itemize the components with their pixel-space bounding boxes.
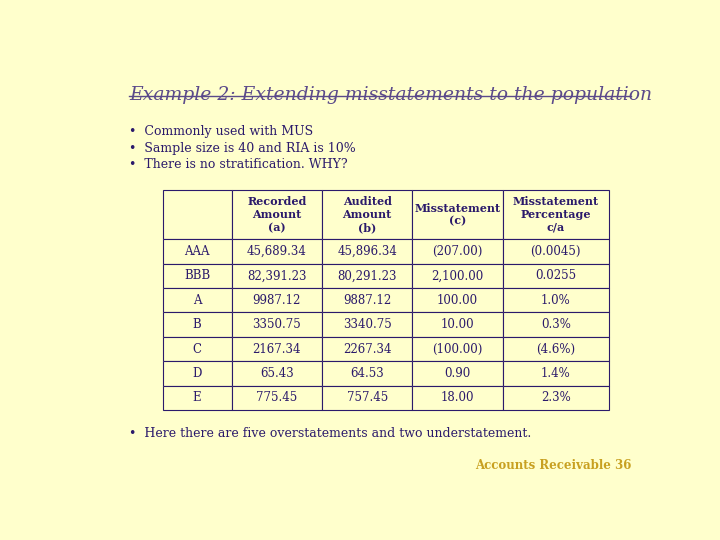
Text: (100.00): (100.00) xyxy=(432,342,482,355)
Text: (207.00): (207.00) xyxy=(432,245,482,258)
Text: B: B xyxy=(193,318,202,331)
Bar xyxy=(322,288,413,313)
Bar xyxy=(413,361,503,386)
Bar xyxy=(503,313,609,337)
Bar xyxy=(163,264,232,288)
Bar xyxy=(322,239,413,264)
Text: 2167.34: 2167.34 xyxy=(253,342,301,355)
Text: 82,391.23: 82,391.23 xyxy=(247,269,307,282)
Bar xyxy=(503,288,609,313)
Text: Misstatement
(c): Misstatement (c) xyxy=(415,202,500,226)
Text: 2,100.00: 2,100.00 xyxy=(431,269,484,282)
Bar xyxy=(322,190,413,239)
Bar xyxy=(413,190,503,239)
Text: •  Sample size is 40 and RIA is 10%: • Sample size is 40 and RIA is 10% xyxy=(129,141,356,155)
Bar xyxy=(413,313,503,337)
Text: 80,291.23: 80,291.23 xyxy=(338,269,397,282)
Bar xyxy=(322,386,413,410)
Bar xyxy=(413,239,503,264)
Text: 18.00: 18.00 xyxy=(441,392,474,404)
Bar xyxy=(163,288,232,313)
Text: BBB: BBB xyxy=(184,269,210,282)
Text: (0.0045): (0.0045) xyxy=(531,245,581,258)
Text: 757.45: 757.45 xyxy=(346,392,388,404)
Text: 45,689.34: 45,689.34 xyxy=(247,245,307,258)
Text: •  Here there are five overstatements and two understatement.: • Here there are five overstatements and… xyxy=(129,427,531,440)
Text: 1.0%: 1.0% xyxy=(541,294,571,307)
Text: 2267.34: 2267.34 xyxy=(343,342,392,355)
Text: •  Commonly used with MUS: • Commonly used with MUS xyxy=(129,125,313,138)
Text: (4.6%): (4.6%) xyxy=(536,342,575,355)
Bar xyxy=(413,337,503,361)
Text: 0.0255: 0.0255 xyxy=(535,269,576,282)
Bar xyxy=(322,361,413,386)
Text: C: C xyxy=(192,342,202,355)
Text: Accounts Receivable 36: Accounts Receivable 36 xyxy=(475,460,631,472)
Text: Audited
Amount
(b): Audited Amount (b) xyxy=(343,196,392,233)
Text: 0.90: 0.90 xyxy=(444,367,471,380)
Bar xyxy=(232,264,322,288)
Text: D: D xyxy=(192,367,202,380)
Bar xyxy=(163,386,232,410)
Text: 65.43: 65.43 xyxy=(260,367,294,380)
Bar xyxy=(322,313,413,337)
Bar xyxy=(163,337,232,361)
Text: 1.4%: 1.4% xyxy=(541,367,571,380)
Bar xyxy=(232,337,322,361)
Text: Misstatement
Percentage
c/a: Misstatement Percentage c/a xyxy=(513,196,599,233)
Bar xyxy=(163,190,232,239)
Bar xyxy=(413,386,503,410)
Bar xyxy=(503,337,609,361)
Bar xyxy=(163,361,232,386)
Text: 3350.75: 3350.75 xyxy=(253,318,301,331)
Bar xyxy=(163,239,232,264)
Text: Recorded
Amount
(a): Recorded Amount (a) xyxy=(247,196,307,233)
Bar xyxy=(232,313,322,337)
Bar xyxy=(322,264,413,288)
Bar xyxy=(322,337,413,361)
Text: 45,896.34: 45,896.34 xyxy=(337,245,397,258)
Text: 2.3%: 2.3% xyxy=(541,392,571,404)
Text: 100.00: 100.00 xyxy=(437,294,478,307)
Bar xyxy=(232,361,322,386)
Bar xyxy=(163,313,232,337)
Bar xyxy=(232,239,322,264)
Text: A: A xyxy=(193,294,202,307)
Bar xyxy=(232,386,322,410)
Text: 10.00: 10.00 xyxy=(441,318,474,331)
Text: 3340.75: 3340.75 xyxy=(343,318,392,331)
Bar xyxy=(503,190,609,239)
Bar xyxy=(503,264,609,288)
Bar xyxy=(232,288,322,313)
Text: •  There is no stratification. WHY?: • There is no stratification. WHY? xyxy=(129,158,348,171)
Text: 0.3%: 0.3% xyxy=(541,318,571,331)
Text: 9987.12: 9987.12 xyxy=(253,294,301,307)
Bar xyxy=(232,190,322,239)
Bar xyxy=(503,386,609,410)
Text: E: E xyxy=(193,392,202,404)
Bar xyxy=(503,361,609,386)
Bar xyxy=(413,288,503,313)
Text: Example 2: Extending misstatements to the population: Example 2: Extending misstatements to th… xyxy=(129,85,652,104)
Text: 64.53: 64.53 xyxy=(350,367,384,380)
Bar xyxy=(503,239,609,264)
Bar xyxy=(413,264,503,288)
Text: 9887.12: 9887.12 xyxy=(343,294,391,307)
Text: AAA: AAA xyxy=(184,245,210,258)
Text: 775.45: 775.45 xyxy=(256,392,297,404)
